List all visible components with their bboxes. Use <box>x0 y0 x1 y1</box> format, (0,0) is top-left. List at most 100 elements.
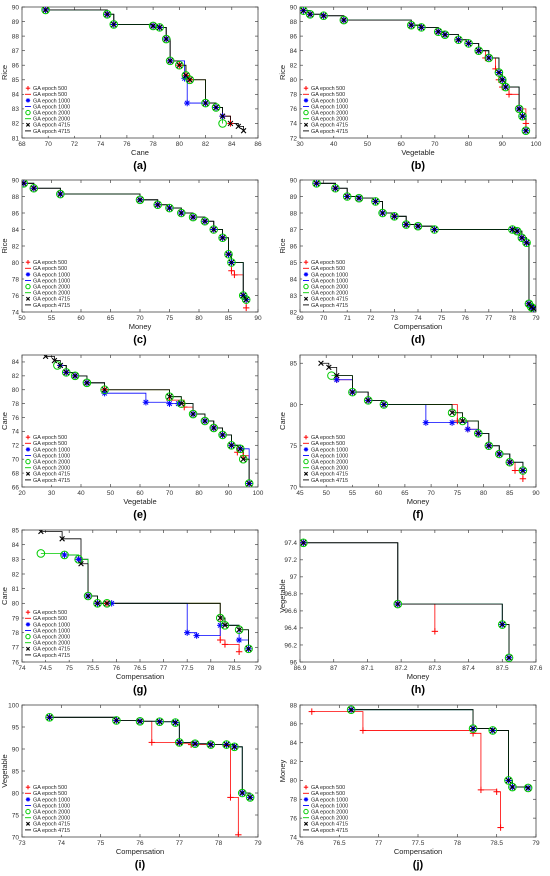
x-tick-label: 78 <box>509 315 517 322</box>
data-point <box>440 30 450 39</box>
data-point <box>56 189 65 199</box>
legend-label: GA epoch 4715 <box>311 129 348 135</box>
data-point <box>82 378 92 388</box>
data-point <box>190 739 200 749</box>
y-tick-label: 90 <box>12 4 20 11</box>
data-point <box>175 738 184 747</box>
data-point <box>78 560 84 567</box>
data-point <box>349 389 356 395</box>
y-tick-label: 90 <box>12 177 20 184</box>
data-point <box>202 418 208 424</box>
x-tick-label: 80 <box>176 141 184 148</box>
data-point <box>505 777 512 784</box>
data-point <box>247 794 253 801</box>
data-point <box>522 238 531 247</box>
legend-marker <box>303 785 309 790</box>
legend-label: GA epoch 1000 <box>33 803 70 809</box>
legend-label: GA epoch 1000 <box>33 278 70 284</box>
x-tick-label: 76 <box>113 665 121 672</box>
legend-label: GA epoch 500 <box>311 441 345 447</box>
legend-marker <box>303 272 309 277</box>
data-point <box>74 555 83 564</box>
chart-panel-e: 20 30 40 50 60 70 80 90 100 66 68 70 72 74 76 78 80 82 84 V… <box>0 354 264 521</box>
data-point <box>228 442 235 449</box>
data-point <box>202 218 208 225</box>
data-point <box>93 599 102 608</box>
data-point <box>240 292 247 299</box>
data-point <box>234 625 244 635</box>
legend-marker <box>303 86 309 91</box>
legend-marker <box>25 471 31 476</box>
legend-label: GA epoch 2000 <box>311 810 348 816</box>
x-tick-label: 74 <box>58 840 66 847</box>
panel-label: (e) <box>133 509 147 521</box>
data-point <box>458 416 467 426</box>
data-point <box>327 371 336 380</box>
legend-label: GA epoch 500 <box>33 86 67 92</box>
panel-label: (h) <box>411 684 425 696</box>
x-axis-label: Compensation <box>394 847 442 856</box>
data-point <box>465 40 472 47</box>
data-point <box>83 591 93 601</box>
x-tick-label: 60 <box>375 490 383 497</box>
data-point <box>415 223 421 229</box>
chart-panel-a: 68 70 72 74 76 78 80 82 84 86 81 82 83 84 85 86 87 88 89 90… <box>0 4 262 172</box>
y-tick-label: 76 <box>290 106 298 113</box>
data-point <box>156 718 163 725</box>
legend-marker <box>25 272 31 277</box>
x-tick-label: 77 <box>485 315 493 322</box>
panel-label: (b) <box>411 160 425 172</box>
x-tick-label: 74.5 <box>39 665 52 672</box>
legend-label: GA epoch 2000 <box>33 635 70 641</box>
data-point <box>112 716 121 725</box>
x-tick-label: 75 <box>166 315 174 322</box>
data-point <box>519 475 527 482</box>
x-tick-label: 70 <box>136 315 144 322</box>
x-tick-label: 79 <box>532 840 540 847</box>
data-point <box>236 444 245 454</box>
legend-label: GA epoch 4715 <box>33 478 70 484</box>
data-point <box>177 208 186 218</box>
data-point <box>391 213 398 220</box>
data-point <box>166 393 173 400</box>
legend-marker <box>25 109 31 116</box>
chart-panel-c: 50 55 60 65 70 75 80 85 90 74 76 78 80 82 84 86 88 90 Mone… <box>0 177 262 346</box>
data-point <box>526 300 532 307</box>
data-point <box>240 456 247 462</box>
legend-label: GA epoch 1000 <box>33 453 70 459</box>
legend-label: GA epoch 500 <box>311 92 345 98</box>
data-point <box>225 251 232 258</box>
x-tick-label: 70 <box>427 490 435 497</box>
data-point <box>178 400 185 407</box>
x-tick-label: 70 <box>320 315 328 322</box>
data-point <box>403 221 409 228</box>
data-point <box>236 626 242 633</box>
y-tick-label: 87 <box>290 227 298 234</box>
y-tick-label: 96.6 <box>284 608 297 615</box>
data-point <box>523 783 533 793</box>
x-tick-label: 72 <box>367 315 375 322</box>
y-tick-label: 74 <box>290 834 298 841</box>
legend-marker <box>25 646 31 651</box>
legend-label: GA epoch 2000 <box>33 117 70 123</box>
legend-label: GA epoch 2000 <box>311 460 348 466</box>
x-tick-label: 86.9 <box>294 665 307 672</box>
data-point <box>235 123 242 130</box>
data-point <box>514 228 520 234</box>
legend-marker <box>303 260 309 265</box>
data-point <box>101 386 108 393</box>
data-point <box>211 103 221 112</box>
data-point <box>431 628 439 635</box>
x-tick-label: 87.4 <box>462 665 475 672</box>
y-tick-label: 82 <box>12 571 20 578</box>
x-tick-label: 30 <box>296 141 304 148</box>
series-line <box>351 709 529 788</box>
legend-label: GA epoch 1000 <box>33 104 70 110</box>
data-point <box>154 201 161 208</box>
x-tick-label: 55 <box>48 315 56 322</box>
data-point <box>84 380 90 386</box>
y-tick-label: 70 <box>12 457 20 464</box>
y-tick-label: 80 <box>12 387 20 394</box>
legend-marker <box>25 260 31 265</box>
